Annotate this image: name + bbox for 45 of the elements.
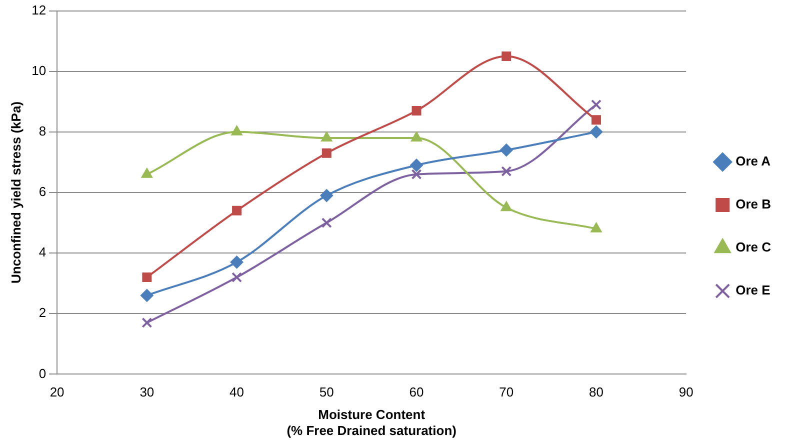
y-tick-label: 10 <box>32 62 46 78</box>
point <box>410 158 424 172</box>
y-tick-label: 2 <box>38 305 46 320</box>
point <box>320 131 332 142</box>
y-tick-label: 4 <box>38 244 46 260</box>
point <box>141 168 153 178</box>
point <box>500 144 513 157</box>
y-tick-label: 6 <box>38 184 46 200</box>
point <box>501 166 512 177</box>
point <box>231 125 242 136</box>
point <box>322 148 332 158</box>
x-tick-label: 20 <box>50 384 64 400</box>
point <box>140 288 154 302</box>
legend-label: Ore C <box>736 240 772 255</box>
y-tick-label: 12 <box>32 2 46 18</box>
point <box>232 272 242 283</box>
point <box>142 272 152 282</box>
point <box>230 256 244 269</box>
point <box>232 206 242 216</box>
point <box>410 131 422 142</box>
x-tick-label: 30 <box>140 384 154 400</box>
x-tick-label: 50 <box>319 384 334 400</box>
x-tick-label: 40 <box>230 384 244 400</box>
x-tick-label: 90 <box>678 384 694 400</box>
point <box>411 169 422 180</box>
point <box>412 106 422 116</box>
point <box>500 201 512 212</box>
y-tick-label: 0 <box>38 366 46 381</box>
x-tick-label: 80 <box>589 384 604 400</box>
point <box>590 222 602 232</box>
legend-label: Ore B <box>736 196 772 212</box>
point <box>142 317 152 328</box>
point <box>590 99 602 110</box>
point <box>590 125 603 138</box>
y-tick-label: 8 <box>38 124 46 139</box>
legend-label: Ore E <box>736 282 771 298</box>
legend-label: Ore A <box>736 154 772 169</box>
point <box>320 189 334 202</box>
point <box>321 218 332 228</box>
y-axis-title: Unconfined yield stress (kPa) <box>8 101 24 284</box>
point <box>591 115 601 125</box>
point <box>502 51 512 61</box>
x-axis-title: Moisture Content (% Free Drained saturation) <box>286 407 456 438</box>
x-tick-label: 70 <box>499 384 514 400</box>
x-tick-label: 60 <box>409 384 424 400</box>
